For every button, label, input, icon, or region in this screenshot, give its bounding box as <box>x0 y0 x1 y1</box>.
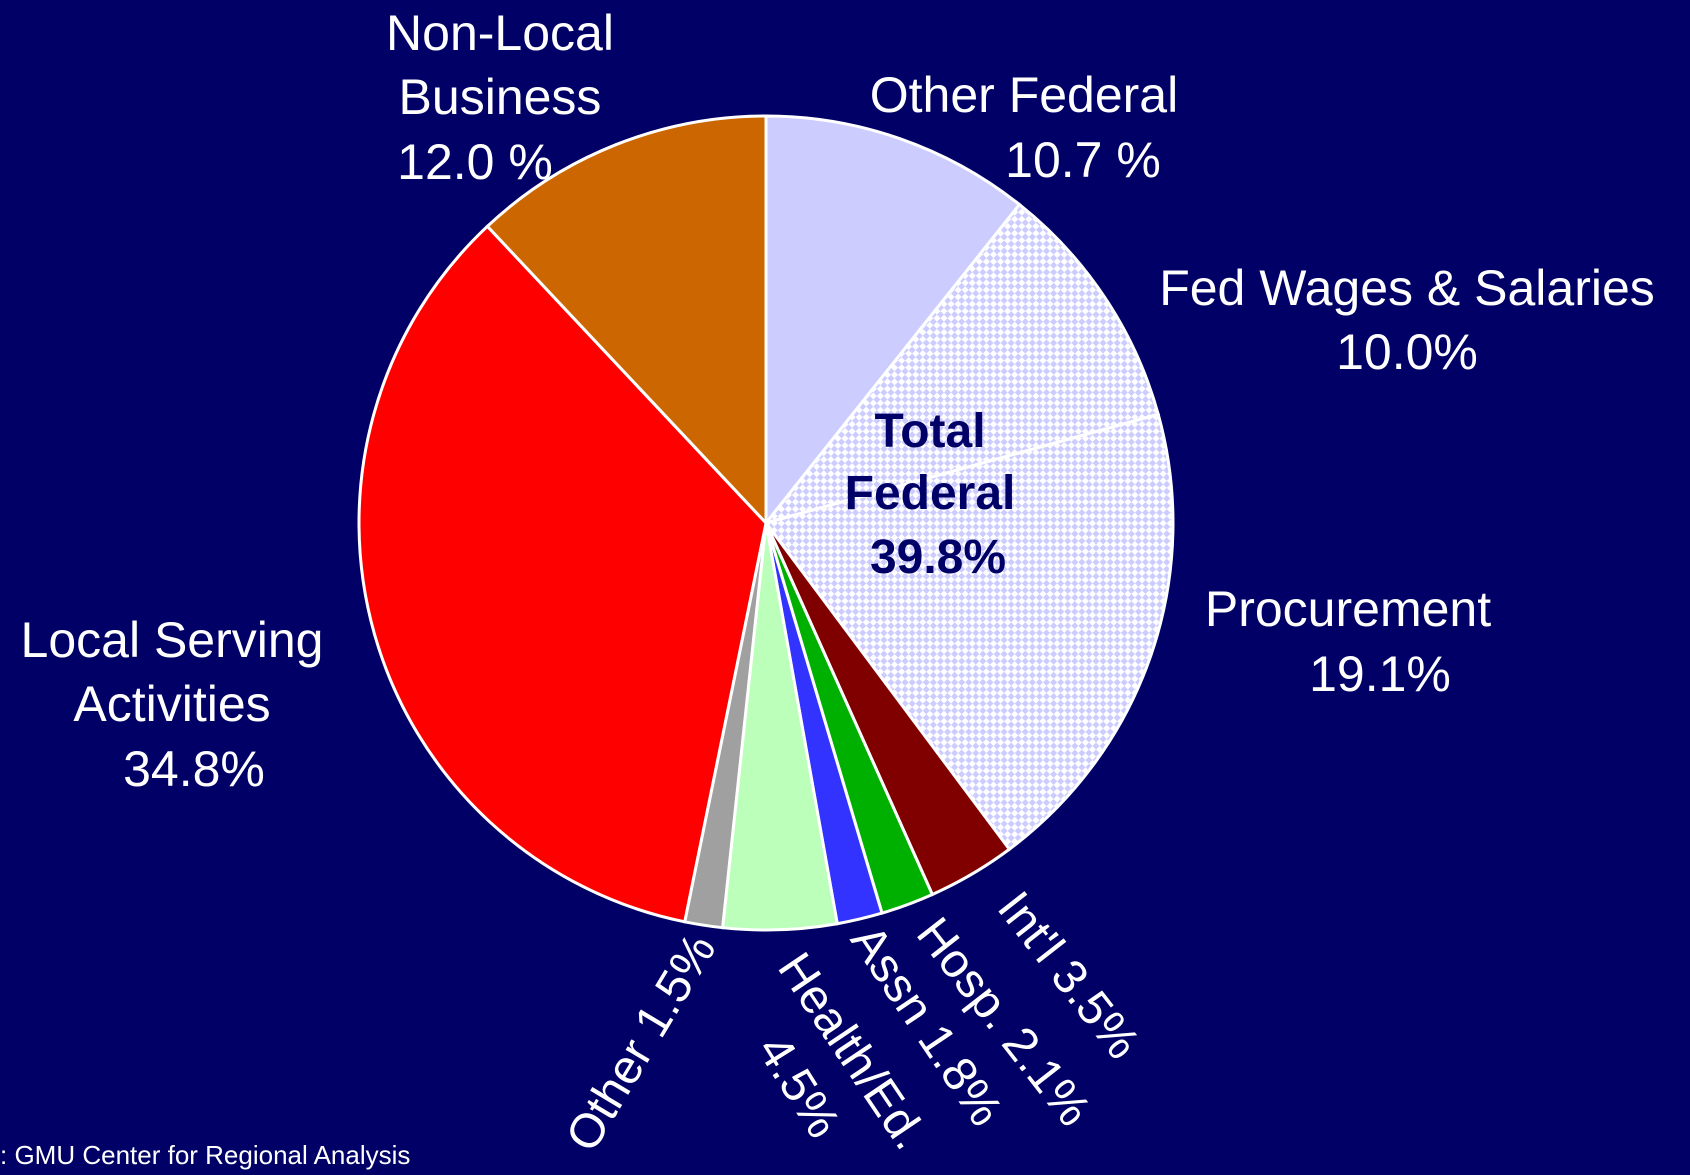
pie-slice <box>763 412 1175 852</box>
slice-label: Other 1.5% <box>556 925 726 1160</box>
value-label: 1.5% <box>625 925 727 1046</box>
source: : GMU Center for Regional Analysis <box>0 1140 411 1170</box>
total-label: Total Federal <box>844 405 1016 520</box>
slice-name: Other <box>556 1030 663 1160</box>
value-label: 19.1% <box>1309 646 1451 702</box>
pie-slice <box>764 114 1022 528</box>
slice-label: Fed Wages & Salaries <box>1159 260 1655 316</box>
slice-name: Int'l <box>987 882 1074 972</box>
slice-label: Procurement <box>1204 581 1492 637</box>
value-label: 12.0 % <box>397 134 553 190</box>
slice-label: Non-Local Business <box>386 5 614 125</box>
total-value: 39.8% <box>869 531 1007 584</box>
slice-label: Other Federal <box>869 67 1179 123</box>
value-label: 10.0% <box>1336 324 1478 380</box>
slice-label: Local Serving Activities <box>20 612 324 732</box>
pie-slice <box>485 114 768 527</box>
pie-slice <box>357 224 768 924</box>
pie-slice <box>761 202 1161 526</box>
value-label: 10.7 % <box>1005 132 1161 188</box>
value-label: 34.8% <box>123 741 265 797</box>
